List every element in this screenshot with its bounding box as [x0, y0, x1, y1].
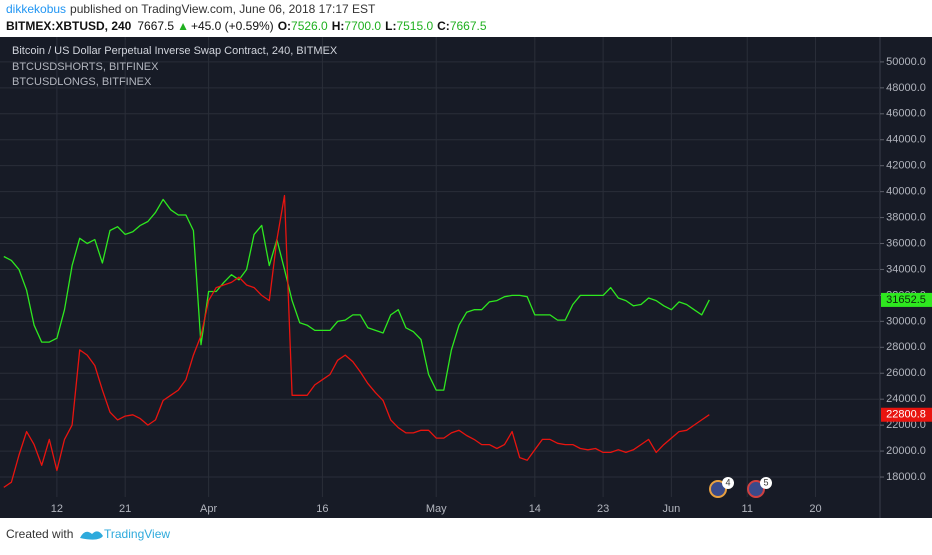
series-line [3, 198, 710, 391]
l: 7515.0 [396, 19, 433, 33]
x-tick-label: 12 [51, 503, 63, 515]
x-tick-label: May [426, 503, 447, 515]
x-tick-label: 21 [119, 503, 131, 515]
c: 7667.5 [450, 19, 487, 33]
y-tick-label: 28000.0 [886, 341, 926, 353]
y-tick-label: 36000.0 [886, 237, 926, 249]
legend-entry: BTCUSDSHORTS, BITFINEX [12, 61, 159, 73]
ohlc-line: BITMEX:XBTUSD, 240 7667.5 ▲ +45.0 (+0.59%) O… [6, 19, 487, 33]
y-tick-label: 50000.0 [886, 56, 926, 68]
l-label: L: [385, 19, 396, 33]
labels: 18000.0 20000.0 22000.0 24000.0 26000.0 28000… [51, 56, 932, 515]
header-line: dikkekobus published on TradingView.com, … [6, 2, 376, 16]
h: 7700.0 [344, 19, 381, 33]
price-tag-label: 22800.8 [886, 409, 926, 421]
y-tick-label: 48000.0 [886, 82, 926, 94]
y-tick-label: 18000.0 [886, 471, 926, 483]
event-icon[interactable]: 4 [709, 477, 734, 498]
event-icon[interactable]: 5 [747, 477, 772, 498]
y-tick-label: 20000.0 [886, 445, 926, 457]
y-tick-label: 30000.0 [886, 315, 926, 327]
y-tick-label: 34000.0 [886, 263, 926, 275]
y-tick-label: 38000.0 [886, 211, 926, 223]
badge [722, 477, 734, 489]
symbol: BITMEX:XBTUSD, 240 [6, 19, 132, 33]
price-tag [881, 407, 932, 422]
price-tag-label: 31652.5 [886, 294, 926, 306]
grid [0, 37, 880, 497]
x-tick-label: 14 [529, 503, 541, 515]
flag-icon [709, 480, 727, 498]
footer-text: Created with [6, 527, 73, 541]
event-count: 4 [725, 477, 730, 487]
y-tick-label: 42000.0 [886, 160, 926, 172]
h-label: H: [332, 19, 345, 33]
author[interactable]: dikkekobus [6, 2, 66, 16]
badge [760, 477, 772, 489]
c-label: C: [437, 19, 450, 33]
y-tick-label: 46000.0 [886, 108, 926, 120]
change: +45.0 (+0.59%) [191, 19, 274, 33]
price-tag [881, 292, 932, 307]
o: 7526.0 [291, 19, 328, 33]
y-tick-label: 44000.0 [886, 134, 926, 146]
x-tick-label: 23 [597, 503, 609, 515]
last: 7667.5 [137, 19, 174, 33]
footer-bg [0, 518, 932, 550]
footer-brand[interactable]: TradingView [104, 527, 170, 541]
legend-entry: BTCUSDLONGS, BITFINEX [12, 76, 152, 88]
up-arrow: ▲ [177, 19, 189, 33]
y-tick-label: 22000.0 [886, 419, 926, 431]
tv-logo [80, 531, 103, 540]
x-tick-label: 11 [742, 503, 753, 515]
x-tick-label: Jun [663, 503, 681, 515]
published: published on TradingView.com, June 06, 2… [70, 2, 376, 16]
header-bg [0, 0, 932, 37]
o-label: O: [278, 19, 291, 33]
legend-title: Bitcoin / US Dollar Perpetual Inverse Sw… [12, 45, 338, 57]
series-line [3, 194, 710, 488]
y-tick-label: 40000.0 [886, 186, 926, 198]
y-tick-label: 24000.0 [886, 393, 926, 405]
event-count: 5 [763, 477, 768, 487]
plot-bg [0, 37, 932, 518]
x-tick-label: Apr [200, 503, 217, 515]
x-tick-label: 16 [316, 503, 328, 515]
lines [3, 194, 710, 488]
y-tick-label: 26000.0 [886, 367, 926, 379]
x-tick-label: 20 [809, 503, 821, 515]
flag-icon [747, 480, 765, 498]
